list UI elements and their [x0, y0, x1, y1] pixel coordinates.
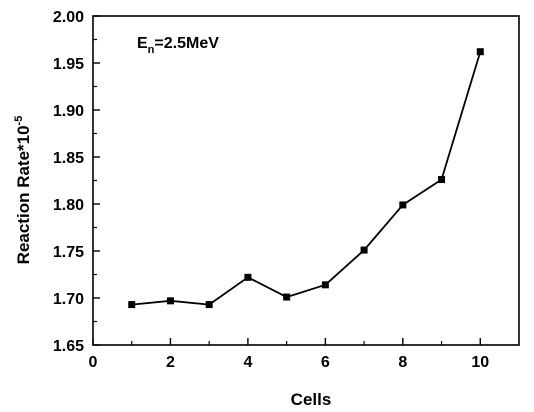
- annotation-prefix: E: [137, 35, 148, 52]
- data-point: [166, 297, 174, 305]
- series-line: [131, 51, 482, 306]
- x-axis-ticks: 0 2 4 6 8 10: [89, 338, 489, 371]
- y-tick-label: 2.00: [53, 9, 84, 26]
- y-tick-label: 1.95: [53, 56, 84, 73]
- y-tick-label: 1.65: [53, 338, 84, 355]
- plot-frame: [92, 15, 520, 346]
- y-tick-label: 1.70: [53, 291, 84, 308]
- y-tick-label: 1.75: [53, 244, 84, 261]
- energy-annotation: En=2.5MeV: [137, 35, 219, 56]
- x-tick-label: 0: [89, 354, 98, 371]
- y-axis-title: Reaction Rate*10-5: [13, 116, 33, 265]
- data-point: [360, 246, 368, 254]
- data-point: [244, 273, 252, 281]
- plot-border: [92, 15, 520, 346]
- annotation-suffix: =2.5MeV: [154, 35, 219, 52]
- y-axis-title-main: Reaction Rate*10: [14, 125, 33, 264]
- annotation-subscript: n: [148, 44, 155, 56]
- x-tick-label: 8: [398, 354, 407, 371]
- x-tick-label: 6: [321, 354, 330, 371]
- y-axis-title-superscript: -5: [13, 116, 25, 126]
- y-tick-label: 1.80: [53, 197, 84, 214]
- y-tick-label: 1.85: [53, 150, 84, 167]
- data-point: [205, 301, 213, 309]
- series-layer: [128, 48, 484, 309]
- data-point: [283, 293, 291, 301]
- data-point: [476, 48, 484, 56]
- x-tick-label: 4: [243, 354, 252, 371]
- x-axis-title: Cells: [291, 390, 332, 409]
- x-tick-label: 10: [471, 354, 489, 371]
- data-point: [399, 201, 407, 209]
- y-axis-ticks: 1.65 1.70 1.75 1.80 1.85 1.90 1.95 2.00: [53, 9, 100, 355]
- x-tick-label: 2: [166, 354, 175, 371]
- data-point: [438, 176, 446, 184]
- data-point: [128, 301, 136, 309]
- data-point: [321, 281, 329, 289]
- y-tick-label: 1.90: [53, 103, 84, 120]
